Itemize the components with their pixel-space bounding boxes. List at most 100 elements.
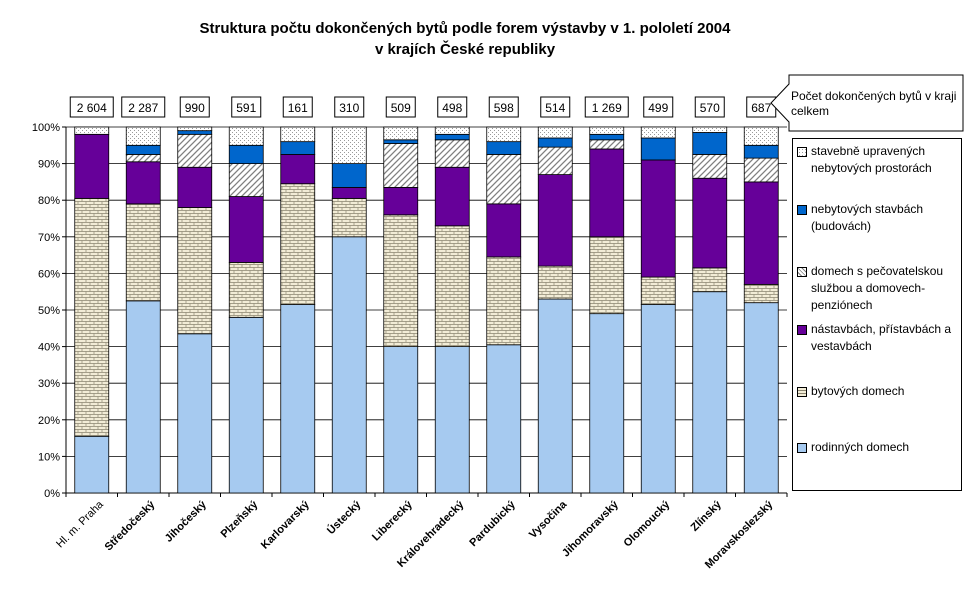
legend-label: nástavbách, přístavbách a vestavbách [811, 322, 952, 353]
bar-segment [486, 203, 522, 258]
category-label: Jihočeský [163, 498, 210, 545]
bar-segment [177, 133, 213, 168]
bar-segment [589, 133, 625, 141]
bar-segment [228, 262, 264, 318]
y-tick-label: 10% [38, 451, 60, 463]
bar-segment [74, 435, 110, 494]
bar-segment [589, 126, 625, 135]
bar-segment [537, 265, 573, 300]
total-box [584, 96, 629, 118]
bar-segment [743, 157, 779, 183]
bar-segment [640, 137, 676, 161]
legend-swatch [797, 325, 807, 335]
category-label: Středočeský [103, 498, 158, 553]
bar-segment [434, 133, 470, 141]
bar-segment [280, 183, 316, 305]
legend-swatch [797, 443, 807, 453]
bar-segment [280, 304, 316, 494]
total-label: 990 [185, 101, 205, 115]
legend-swatch [797, 267, 807, 277]
bar-segment [692, 126, 728, 133]
bar-segment [589, 236, 625, 315]
total-box [437, 96, 468, 118]
legend-item: domech s pečovatelskou službou a domovec… [797, 263, 961, 314]
bar-segment [228, 163, 264, 197]
total-label: 591 [236, 101, 256, 115]
legend-swatch [797, 387, 807, 397]
gridlines [66, 126, 787, 494]
bar-segment [331, 186, 367, 199]
bar-segment [383, 346, 419, 494]
total-label: 570 [700, 101, 720, 115]
bar-segment [589, 148, 625, 238]
bar-segment [640, 126, 676, 139]
bar-segment [434, 225, 470, 348]
total-label: 499 [648, 101, 668, 115]
category-label: Olomoucký [622, 498, 673, 549]
legend-label: nebytových stavbách (budovách) [811, 202, 924, 233]
y-tick-label: 0% [44, 488, 60, 500]
bar-segment [331, 163, 367, 188]
bar-segment [434, 126, 470, 135]
bar-segment [537, 146, 573, 175]
category-label: Jihomoravský [560, 498, 621, 559]
bar-segment [537, 298, 573, 494]
total-label: 514 [545, 101, 565, 115]
bar-segment [486, 154, 522, 205]
bar-segment [743, 302, 779, 494]
category-label: Pardubický [467, 498, 518, 549]
bar-segment [640, 159, 676, 278]
y-tick-label: 100% [32, 122, 60, 134]
total-box [540, 96, 571, 118]
legend-label: bytových domech [811, 384, 905, 398]
total-box [179, 96, 210, 118]
total-box [694, 96, 725, 118]
bar-segment [537, 174, 573, 267]
legend-label: domech s pečovatelskou službou a domovec… [811, 264, 944, 312]
y-tick-label: 90% [38, 159, 60, 171]
bar-segment [589, 139, 625, 150]
bar-segment [331, 197, 367, 238]
bar-segment [434, 139, 470, 168]
bar-segment [486, 344, 522, 494]
bar-segment [743, 283, 779, 304]
total-label: 498 [442, 101, 462, 115]
chart-title-line-1: Struktura počtu dokončených bytů podle f… [199, 20, 731, 37]
bar-segment [692, 132, 728, 155]
bar-segment [280, 126, 316, 143]
bar-segment [228, 196, 264, 263]
totals-callout: Počet dokončených bytů v kraji celkem [791, 89, 957, 118]
category-label: Ústecký [324, 497, 364, 537]
legend-item: nebytových stavbách (budovách) [797, 201, 961, 235]
bar-segment [74, 197, 110, 437]
bar-segment [331, 236, 367, 494]
y-tick-labels: 0% 10% 20% 30% 40% 50% 60% 70% 80% 90% 100% [32, 122, 60, 500]
bar-segment [486, 141, 522, 155]
bar-segment [74, 126, 110, 135]
total-label: 161 [288, 101, 308, 115]
total-box [385, 96, 416, 118]
bar-segment [640, 304, 676, 494]
axes [62, 126, 788, 497]
y-tick-label: 50% [38, 305, 60, 317]
bar-segment [486, 256, 522, 346]
category-label: Karlovarský [259, 498, 313, 552]
y-tick-label: 30% [38, 378, 60, 390]
total-box [334, 96, 365, 118]
bar-segment [125, 126, 161, 146]
category-label: Zlínský [689, 498, 725, 534]
total-label: 310 [339, 101, 359, 115]
total-box [282, 96, 313, 118]
total-box [231, 96, 262, 118]
total-label: 1 269 [592, 101, 622, 115]
bar-segment [331, 126, 367, 164]
total-box [121, 96, 166, 118]
bar-segment [125, 144, 161, 155]
totals-labels: 2 604 2 287 990 591 161 310 509 498 598 514 1 269 4… [69, 96, 777, 118]
category-label: Liberecký [370, 498, 415, 543]
bars [74, 126, 779, 494]
bar-segment [383, 214, 419, 347]
category-label: Vysočina [527, 498, 570, 541]
legend-label: stavebně upravených nebytových prostorác… [811, 144, 932, 175]
